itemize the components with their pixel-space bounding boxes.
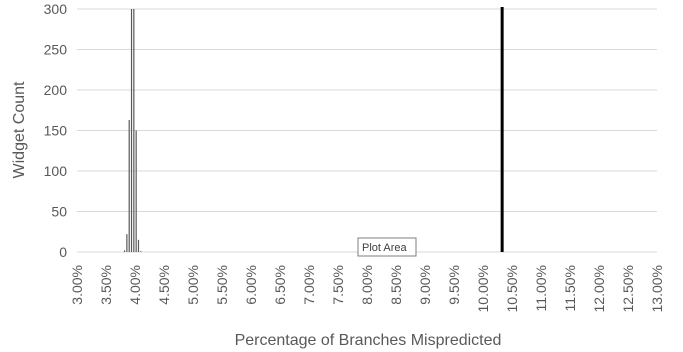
x-tick-label: 10.50%: [504, 265, 520, 312]
y-tick-label: 250: [44, 42, 68, 58]
x-tick-label: 6.00%: [243, 265, 259, 305]
x-tick-label: 3.50%: [98, 265, 114, 305]
x-tick-label: 9.00%: [417, 265, 433, 305]
x-tick-label: 13.00%: [649, 265, 665, 312]
x-tick-label: 11.50%: [562, 265, 578, 311]
x-tick-label: 5.50%: [214, 265, 230, 305]
x-tick-label: 9.50%: [446, 265, 462, 305]
x-tick-label: 8.00%: [359, 265, 375, 305]
x-tick-label: 4.00%: [127, 265, 143, 305]
y-tick-label: 200: [44, 82, 68, 98]
x-tick-label: 7.50%: [330, 265, 346, 305]
plot-area-tooltip-text: Plot Area: [362, 242, 408, 254]
x-tick-label: 12.50%: [620, 265, 636, 312]
y-tick-label: 100: [44, 163, 68, 179]
x-tick-label: 10.00%: [475, 265, 491, 312]
x-tick-label: 11.00%: [533, 265, 549, 311]
x-tick-label: 8.50%: [388, 265, 404, 305]
x-axis-ticks: 3.00% 3.50% 4.00% 4.50% 5.00% 5.50% 6.00% 6.50%…: [69, 265, 665, 312]
y-tick-label: 50: [51, 204, 67, 220]
y-tick-label: 150: [44, 123, 68, 139]
x-tick-label: 4.50%: [156, 265, 172, 305]
x-tick-label: 3.00%: [69, 265, 85, 305]
y-axis-ticks: 0 50 100 150 200 250 300: [44, 1, 68, 260]
x-tick-label: 5.00%: [185, 265, 201, 305]
plot-area-tooltip: Plot Area: [358, 238, 416, 256]
x-tick-label: 6.50%: [272, 265, 288, 305]
gridlines: [77, 9, 657, 252]
x-tick-label: 7.00%: [301, 265, 317, 305]
x-axis-title: Percentage of Branches Mispredicted: [235, 332, 502, 349]
y-tick-label: 300: [44, 1, 68, 17]
x-tick-label: 12.00%: [591, 265, 607, 312]
y-axis-title: Widget Count: [11, 81, 28, 178]
y-tick-label: 0: [59, 244, 67, 260]
